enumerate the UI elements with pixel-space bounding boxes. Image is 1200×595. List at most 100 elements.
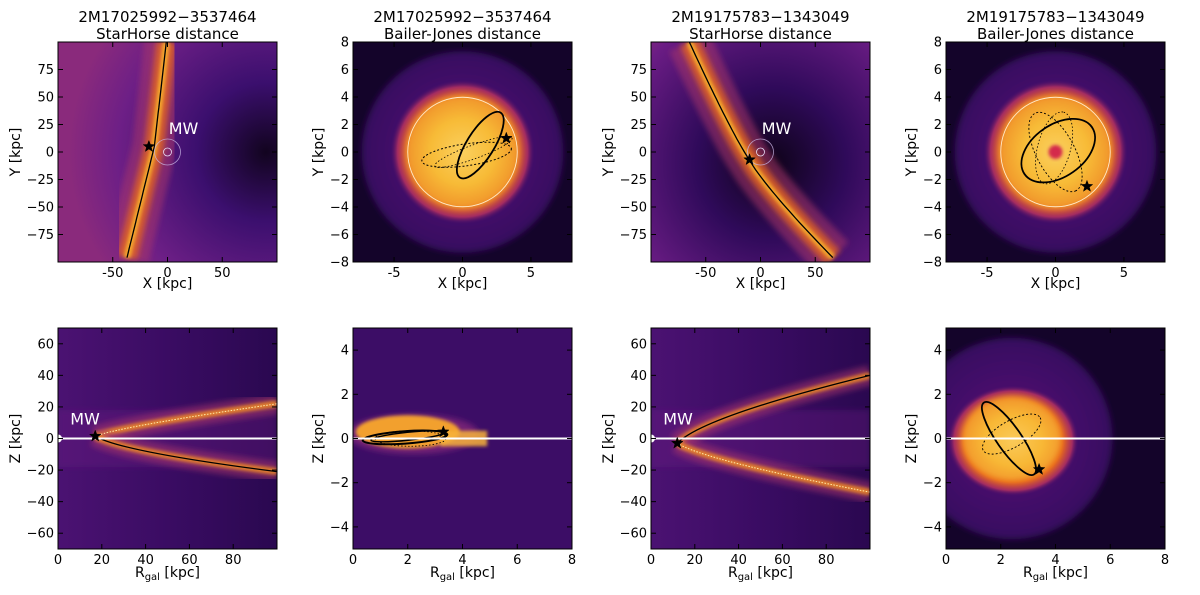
orbit-dotted-2 [434, 136, 513, 168]
x-ticks: -50 0 50 [102, 42, 231, 281]
y-tick-label: −25 [27, 173, 54, 188]
orbit-upper [676, 374, 870, 444]
y-ticks: −75 −50 −25 0 25 50 75 [27, 63, 277, 243]
star-marker [670, 436, 684, 449]
panel-title-line-1: 2M19175783−1343049 [671, 8, 849, 26]
y-tick-label: −40 [27, 495, 54, 510]
y-tick-label: 20 [37, 400, 54, 415]
plot-area [353, 328, 572, 549]
x-tick-label: -50 [695, 266, 716, 281]
y-tick-label: 0 [639, 146, 647, 161]
x-tick-label: 50 [214, 266, 231, 281]
x-axis-label: X [kpc] [1031, 276, 1081, 292]
x-axis-label: Rgal [kpc] [1023, 565, 1088, 583]
x-axis-label-sub: gal [738, 572, 753, 583]
y-tick-label: −25 [620, 173, 647, 188]
x-tick-label: 8 [568, 553, 576, 568]
y-tick-label: 50 [630, 91, 647, 106]
y-tick-label: 4 [341, 91, 349, 106]
x-tick-label: 80 [225, 553, 242, 568]
x-tick-label: 0 [54, 553, 62, 568]
x-ticks: 0 2 4 6 8 [942, 328, 1169, 568]
y-tick-label: −4 [923, 201, 942, 216]
y-tick-label: 6 [341, 63, 349, 78]
y-tick-label: 2 [934, 388, 942, 403]
panel-4: -5 0 5 −8 −6 −4 −2 0 2 4 6 8 X [kpc] 2M19175783−13430… [904, 8, 1166, 292]
plot-area: MW [651, 42, 870, 262]
mw-halo-circle [154, 138, 181, 166]
star-marker [142, 139, 156, 152]
orbit-solid [361, 429, 449, 446]
y-ticks: −4 −2 0 2 4 [923, 344, 1165, 535]
plot-area [946, 42, 1165, 262]
y-ticks: −75 −50 −25 0 25 50 75 [620, 63, 870, 243]
y-tick-label: −6 [330, 228, 349, 243]
y-ticks: −8 −6 −4 −2 0 2 4 6 8 [923, 36, 1165, 271]
x-axis-label-unit: [kpc] [160, 565, 200, 581]
y-tick-label: 0 [934, 146, 942, 161]
x-axis-label: Rgal [kpc] [728, 565, 793, 583]
x-tick-label: 2 [997, 553, 1005, 568]
y-axis-label: Y [kpc] [601, 128, 617, 178]
panel-2: -5 0 5 −8 −6 −4 −2 0 2 4 6 8 X [kpc] 2M17025992−35374… [311, 8, 573, 292]
y-axis-label: Y [kpc] [904, 128, 920, 178]
y-tick-label: 75 [630, 63, 647, 78]
y-tick-label: 40 [37, 369, 54, 384]
y-ticks: −8 −6 −4 −2 0 2 4 6 8 [330, 36, 572, 271]
x-tick-label: 20 [687, 553, 704, 568]
x-ticks: 0 20 40 60 80 [54, 328, 242, 568]
y-tick-label: 0 [46, 432, 54, 447]
y-axis-label: Z [kpc] [311, 414, 327, 464]
plot-area: MW [58, 328, 277, 549]
x-ticks: -50 0 50 [695, 42, 824, 281]
panel-3: MW -50 0 50 −75 −50 −25 0 25 50 75 X [kpc] 2M1917578… [601, 8, 871, 292]
y-tick-label: −2 [330, 476, 349, 491]
y-axis-label: Y [kpc] [8, 128, 24, 178]
y-tick-label: 40 [630, 369, 647, 384]
y-tick-label: −20 [620, 464, 647, 479]
star-marker [436, 425, 450, 438]
y-tick-label: −2 [923, 173, 942, 188]
y-tick-label: −4 [330, 201, 349, 216]
y-tick-label: 8 [934, 36, 942, 51]
x-axis-label-main: R [728, 565, 738, 581]
x-tick-label: 4 [458, 553, 466, 568]
y-tick-label: 0 [934, 432, 942, 447]
y-tick-label: −40 [620, 495, 647, 510]
x-tick-label: 80 [818, 553, 835, 568]
x-axis-label-main: R [135, 565, 145, 581]
y-tick-label: 25 [37, 118, 54, 133]
x-axis-label-sub: gal [440, 572, 455, 583]
x-axis-label-unit: [kpc] [455, 565, 495, 581]
y-ticks: −4 −2 0 2 4 [330, 344, 572, 535]
x-axis-label-unit: [kpc] [753, 565, 793, 581]
orbit-line [688, 42, 834, 259]
orbit-solid [1020, 117, 1096, 184]
y-tick-label: 0 [639, 432, 647, 447]
panel-title-line-2: Bailer-Jones distance [977, 25, 1134, 43]
x-tick-label: 6 [513, 553, 521, 568]
density-core [405, 95, 520, 209]
y-ticks: −60 −40 −20 0 20 40 60 [27, 337, 277, 542]
orbit-upper [95, 403, 277, 437]
x-tick-label: 50 [807, 266, 824, 281]
y-tick-label: 75 [37, 63, 54, 78]
x-axis-label: Rgal [kpc] [135, 565, 200, 583]
y-tick-label: −20 [27, 464, 54, 479]
y-tick-label: 0 [341, 146, 349, 161]
x-ticks: 0 20 40 60 80 [647, 328, 835, 568]
x-tick-label: 0 [349, 553, 357, 568]
y-tick-label: 25 [630, 118, 647, 133]
x-tick-label: 8 [1161, 553, 1169, 568]
y-ticks: −60 −40 −20 0 20 40 60 [620, 337, 870, 542]
mw-label: MW [762, 119, 792, 138]
panel-title-line-2: StarHorse distance [689, 25, 832, 43]
star-marker [743, 152, 756, 166]
x-tick-label: 0 [756, 266, 764, 281]
y-tick-label: −60 [27, 527, 54, 542]
y-tick-label: −8 [330, 256, 349, 271]
mw-label: MW [169, 119, 199, 138]
x-ticks: -5 0 5 [981, 42, 1128, 281]
star-marker [1032, 462, 1046, 475]
